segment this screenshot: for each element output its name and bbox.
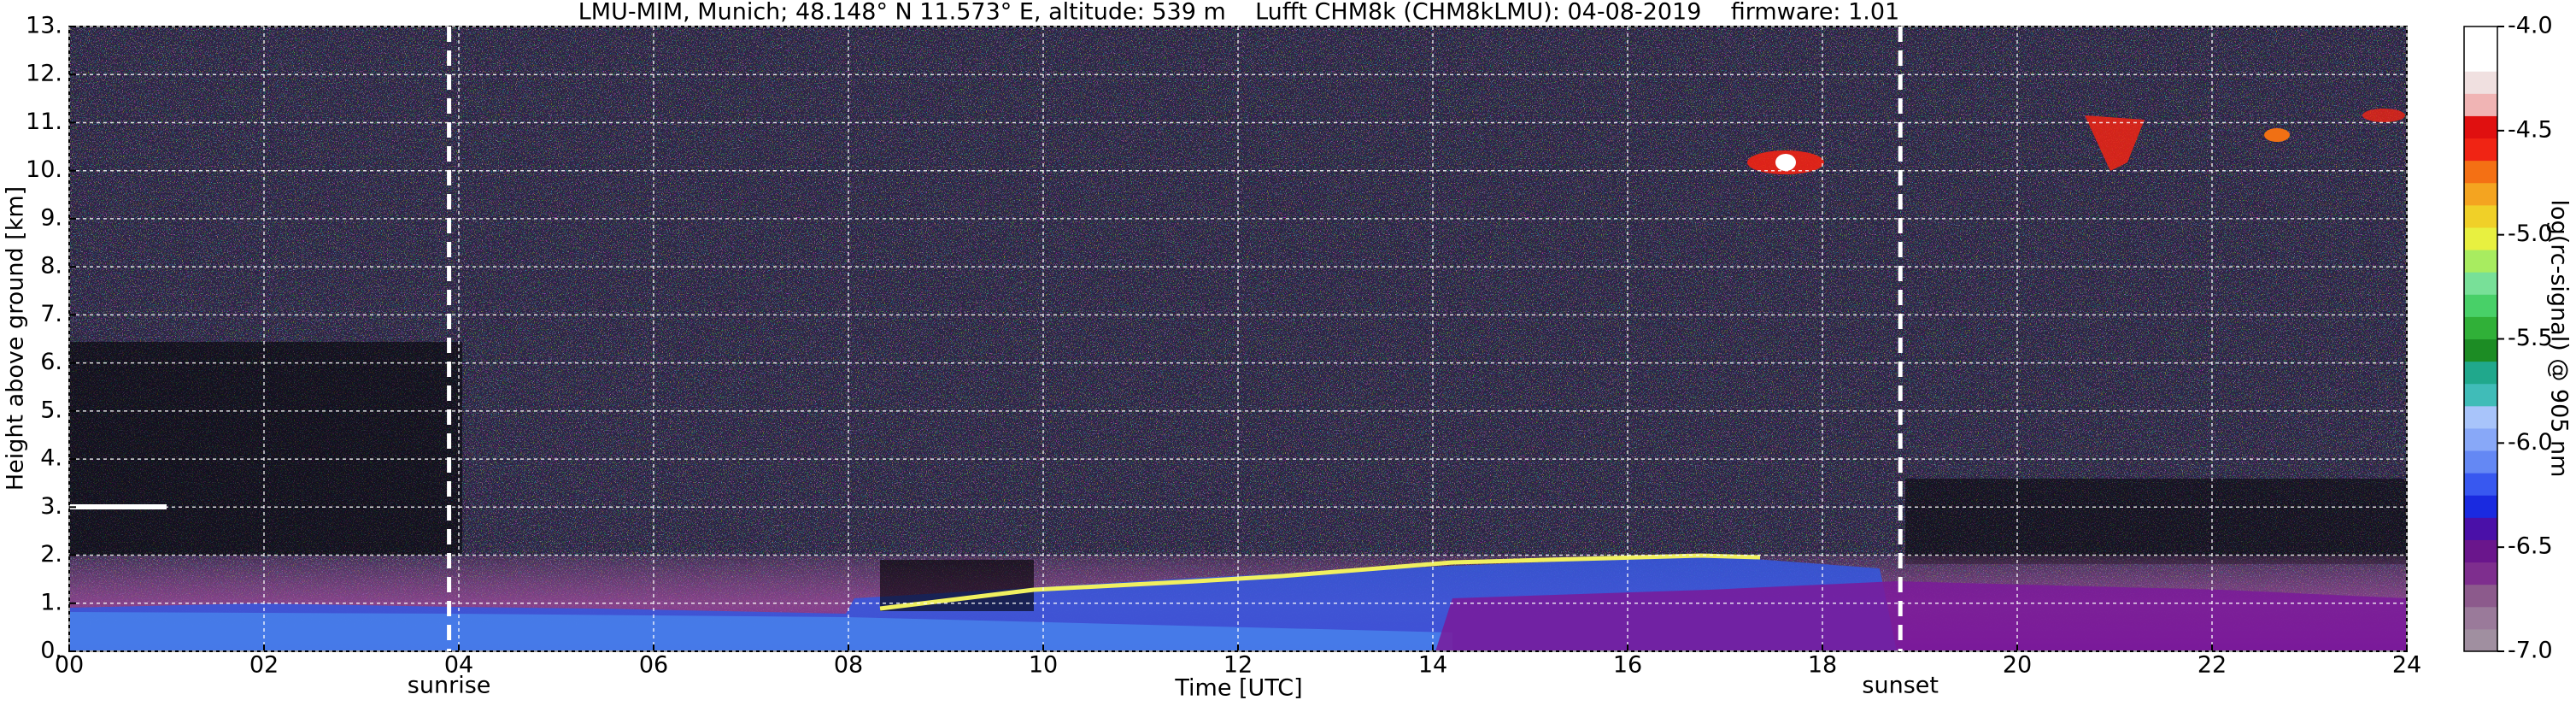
colorbar-segment [2464, 517, 2497, 540]
event-label: sunset [1862, 673, 1939, 699]
colorbar-tick-label: -6.0 [2508, 429, 2553, 456]
low-noise-region [880, 560, 1034, 611]
y-tick-label: 3. [40, 493, 62, 520]
colorbar-segment [2464, 539, 2497, 563]
colorbar-segment [2464, 361, 2497, 385]
x-tick-label: 08 [834, 652, 863, 679]
colorbar-segment [2464, 294, 2497, 317]
colorbar-segment [2464, 495, 2497, 518]
colorbar-segment [2464, 473, 2497, 496]
y-tick-label: 6. [40, 349, 62, 375]
colorbar-tick-label: -4.0 [2508, 13, 2553, 39]
colorbar-segment [2464, 250, 2497, 273]
x-tick-label: 12 [1223, 652, 1253, 679]
heatmap [69, 26, 2407, 651]
aerosol-layer [1435, 581, 2407, 651]
y-tick-label: 1. [40, 589, 62, 615]
colorbar-segment [2464, 405, 2497, 429]
x-tick-label: 00 [55, 652, 84, 679]
y-tick-label: 10. [26, 156, 62, 183]
colorbar-segment [2464, 450, 2497, 474]
colorbar-segment [2464, 338, 2497, 362]
colorbar-label: log(rc-signal) @ 905 nm [2546, 200, 2573, 478]
colorbar-segment [2464, 272, 2497, 295]
y-tick-label: 12. [26, 61, 62, 87]
y-tick-label: 8. [40, 253, 62, 279]
cloud [1775, 154, 1796, 171]
colorbar-segment [2464, 628, 2497, 652]
x-tick-label: 06 [639, 652, 668, 679]
colorbar-segment [2464, 49, 2497, 72]
low-noise-region [69, 342, 462, 556]
colorbar-segment [2464, 138, 2497, 162]
colorbar-segment [2464, 562, 2497, 585]
x-tick-label: 02 [249, 652, 279, 679]
x-tick-label: 04 [444, 652, 473, 679]
colorbar-segment [2464, 182, 2497, 206]
chart-title: LMU-MIM, Munich; 48.148° N 11.573° E, al… [578, 0, 1899, 26]
x-tick-label: 20 [2003, 652, 2032, 679]
x-tick-label: 24 [2392, 652, 2421, 679]
low-noise-region [1905, 479, 2407, 564]
aerosol-layer [69, 612, 1452, 651]
colorbar-segment [2464, 115, 2497, 139]
x-axis-label: Time [UTC] [1174, 675, 1302, 702]
colorbar-segment [2464, 160, 2497, 184]
colorbar-segment [2464, 316, 2497, 339]
colorbar-tick-label: -5.0 [2508, 221, 2553, 247]
y-axis-label: Height above ground [km] [3, 186, 29, 491]
y-tick-label: 4. [40, 445, 62, 472]
colorbar-segment [2464, 93, 2497, 116]
x-tick-label: 16 [1613, 652, 1642, 679]
y-tick-label: 2. [40, 541, 62, 568]
colorbar-segment [2464, 26, 2497, 50]
colorbar-tick-label: -4.5 [2508, 116, 2553, 143]
x-tick-label: 14 [1418, 652, 1447, 679]
y-tick-label: 13. [26, 13, 62, 39]
x-tick-label: 18 [1808, 652, 1837, 679]
x-tick-label: 10 [1029, 652, 1058, 679]
y-tick-label: 0. [40, 638, 62, 664]
cloud [2085, 115, 2145, 171]
y-tick-label: 5. [40, 397, 62, 423]
colorbar-tick-label: -6.5 [2508, 533, 2553, 560]
colorbar-segment [2464, 227, 2497, 250]
x-tick-label: 22 [2198, 652, 2227, 679]
colorbar-tick-label: -5.5 [2508, 325, 2553, 351]
colorbar-segment [2464, 606, 2497, 630]
y-tick-label: 11. [26, 109, 62, 135]
colorbar-segment [2464, 204, 2497, 228]
cloud-top [879, 553, 1761, 611]
cloud [2264, 128, 2290, 142]
colorbar-tick-label: -7.0 [2508, 638, 2553, 664]
event-label: sunrise [408, 673, 491, 699]
y-tick-label: 9. [40, 204, 62, 231]
y-tick-label: 7. [40, 301, 62, 327]
cloud [2362, 109, 2405, 122]
colorbar-segment [2464, 383, 2497, 407]
colorbar-segment [2464, 71, 2497, 94]
colorbar-segment [2464, 584, 2497, 608]
colorbar-segment [2464, 427, 2497, 451]
